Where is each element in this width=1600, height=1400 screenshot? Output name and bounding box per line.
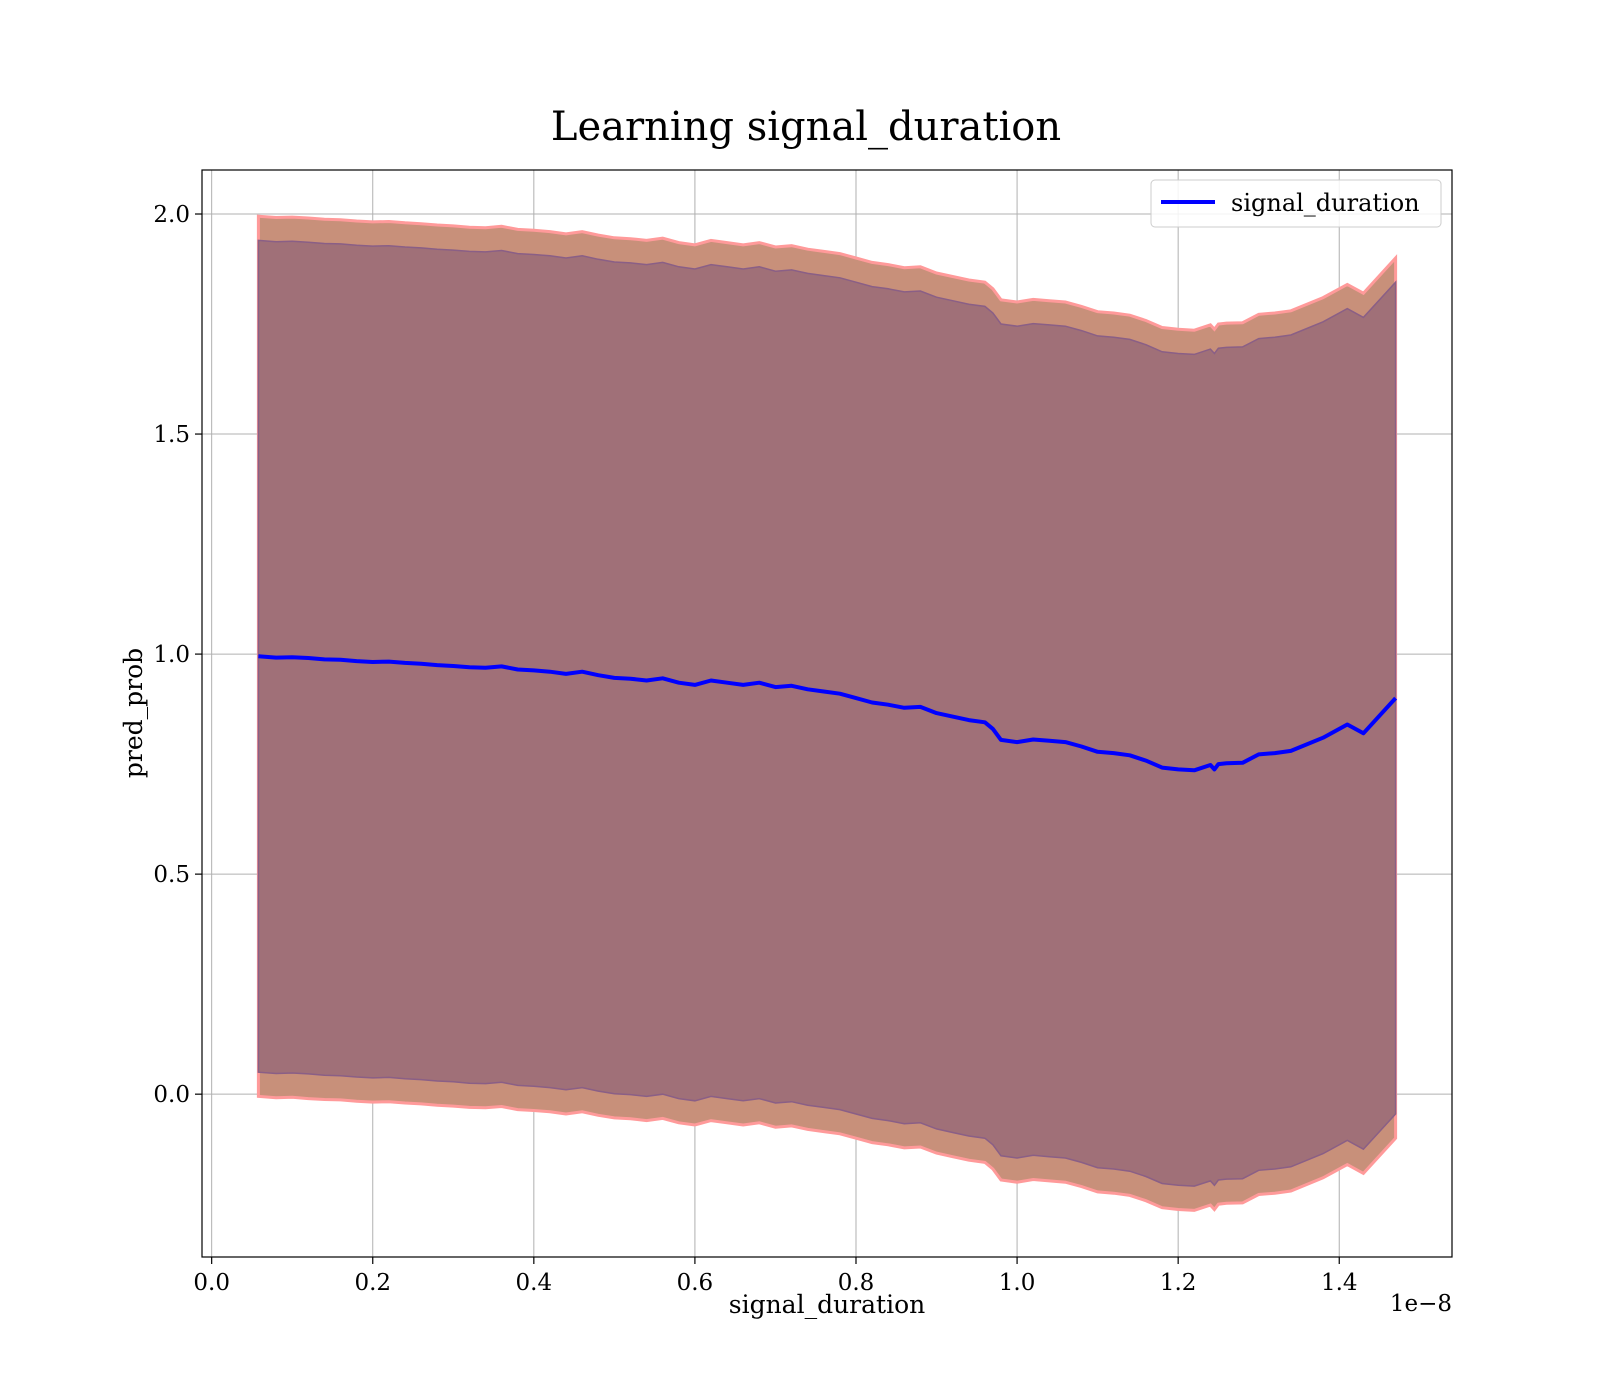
x-axis-ticks: 0.0 0.2 0.4 0.6 0.8 1.0 1.2 1.4 bbox=[193, 1257, 1358, 1296]
x-tick-label: 0.8 bbox=[838, 1270, 875, 1296]
y-tick-label: 1.0 bbox=[153, 642, 190, 668]
x-axis-offset-label: 1e−8 bbox=[1390, 1291, 1452, 1317]
series-line-signal-duration bbox=[258, 654, 1398, 773]
y-axis-label: pred_prob bbox=[119, 648, 148, 778]
x-tick-label: 0.2 bbox=[354, 1270, 391, 1296]
y-axis-ticks: 0.0 0.5 1.0 1.5 2.0 bbox=[153, 202, 202, 1108]
legend: signal_duration bbox=[1150, 179, 1442, 228]
plot-frame bbox=[201, 169, 1453, 1258]
legend-box bbox=[1150, 179, 1442, 228]
y-tick-label: 0.0 bbox=[153, 1082, 190, 1108]
series-lines bbox=[258, 654, 1398, 773]
y-tick-label: 0.5 bbox=[153, 862, 190, 888]
y-tick-label: 1.5 bbox=[153, 422, 190, 448]
y-tick-label: 2.0 bbox=[153, 202, 190, 228]
x-tick-label: 0.6 bbox=[677, 1270, 714, 1296]
x-tick-label: 1.0 bbox=[999, 1270, 1036, 1296]
confidence-bands bbox=[256, 214, 1398, 1212]
x-tick-label: 1.4 bbox=[1321, 1270, 1358, 1296]
x-tick-label: 1.2 bbox=[1160, 1270, 1197, 1296]
x-tick-label: 0.4 bbox=[516, 1270, 553, 1296]
x-tick-label: 0.0 bbox=[193, 1270, 230, 1296]
inner-band bbox=[257, 239, 1397, 1187]
legend-label-signal-duration: signal_duration bbox=[1231, 189, 1420, 217]
x-axis-label: signal_duration bbox=[729, 1290, 925, 1319]
chart-title: Learning signal_duration bbox=[551, 104, 1061, 150]
